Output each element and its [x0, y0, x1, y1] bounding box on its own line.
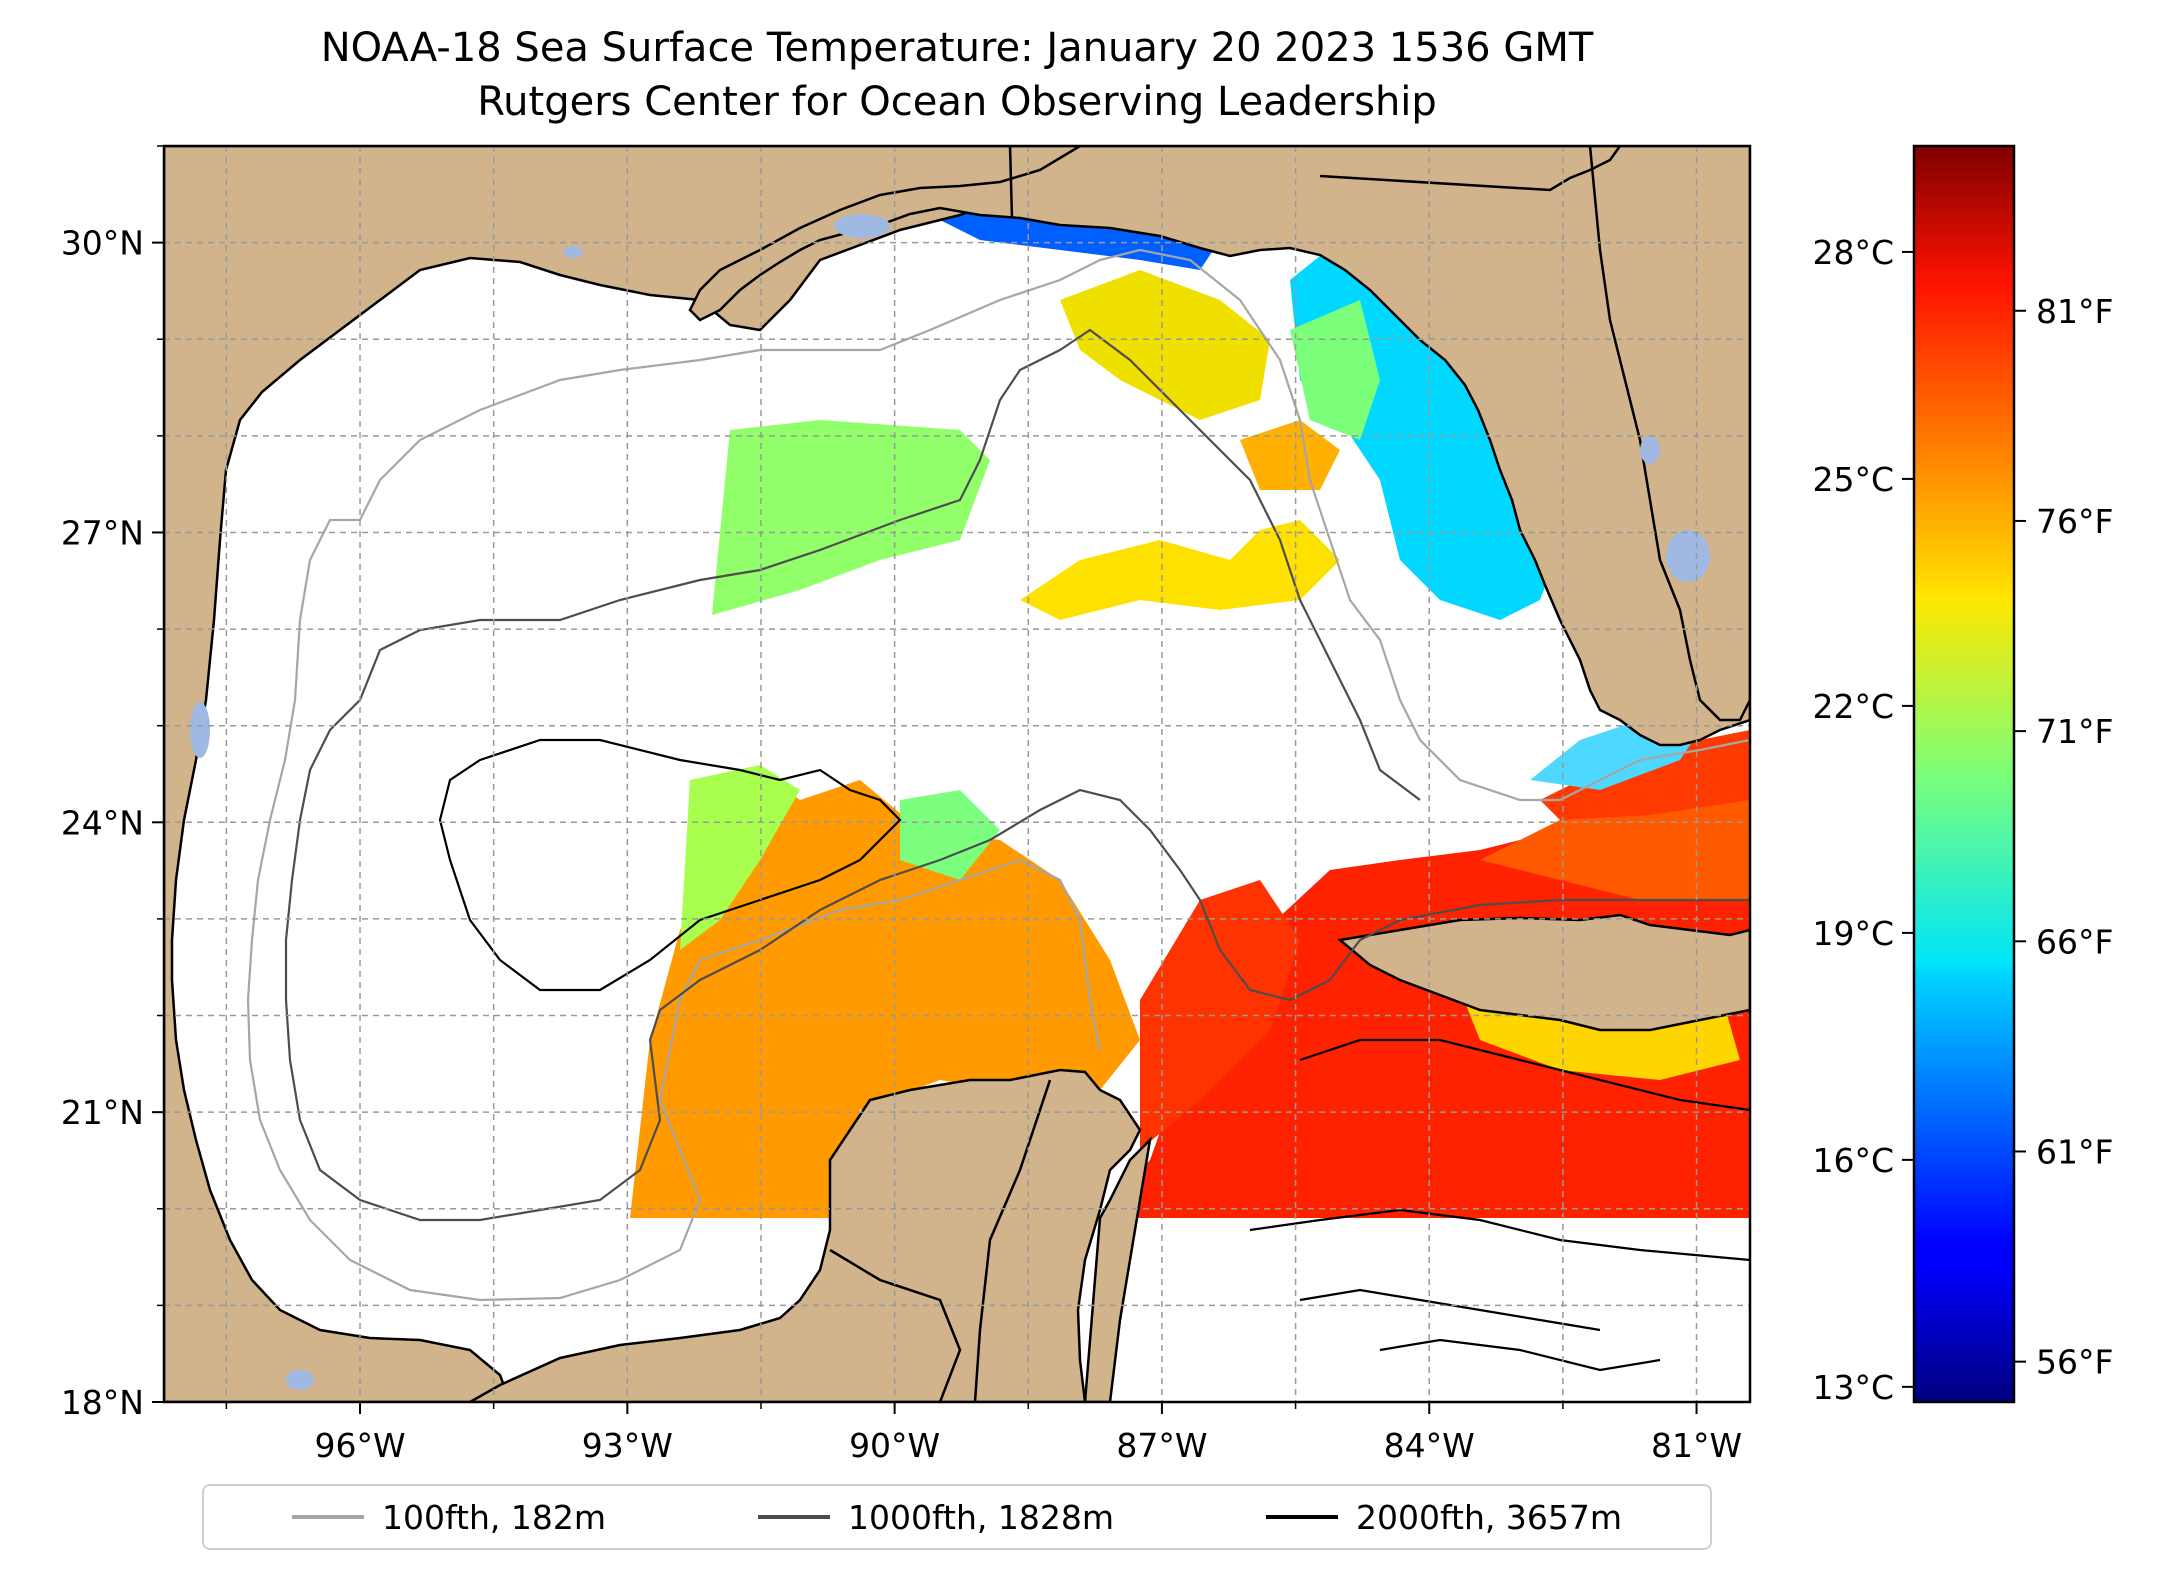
- lat-tick-label: 27°N: [61, 513, 144, 552]
- sst-patch-ne-orange: [1240, 420, 1340, 490]
- fahrenheit-tick-label: 71°F: [2036, 712, 2113, 751]
- colorbar-fahrenheit-ticks: 56°F 61°F 66°F 71°F 76°F 81°F: [2014, 292, 2113, 1382]
- lake-texas-2: [286, 1370, 314, 1390]
- land-yucatan-east: [1083, 1136, 1152, 1402]
- lon-tick-label: 84°W: [1384, 1426, 1475, 1465]
- fahrenheit-tick-label: 66°F: [2036, 922, 2113, 961]
- sst-patch-straits: [1540, 730, 1750, 820]
- fahrenheit-tick-label: 76°F: [2036, 502, 2113, 541]
- fahrenheit-tick-label: 81°F: [2036, 292, 2113, 331]
- sst-patch-central-green: [900, 790, 1000, 880]
- bathymetry-legend: 100fth, 182m 1000fth, 1828m 2000fth, 365…: [202, 1484, 1712, 1550]
- boundary-lines: [829, 146, 1622, 1402]
- legend-swatch-2000fth: [1265, 1515, 1338, 1519]
- sst-patch-bigbend-green: [1290, 300, 1380, 440]
- latitude-axis: 18°N 21°N 24°N 27°N 30°N: [61, 145, 164, 1422]
- sst-patch-ne-yellow: [1060, 270, 1270, 420]
- sst-patch-campeche-orange: [630, 770, 1140, 1218]
- contour-1000fth: [284, 328, 1750, 1222]
- map-subtitle: Rutgers Center for Ocean Observing Leade…: [477, 79, 1437, 125]
- gridlines: [164, 146, 1750, 1402]
- colorbar: 13°C 16°C 19°C 22°C 25°C 28°C 56°F 61°F 66°F 71°…: [1812, 144, 2113, 1407]
- colorbar-gradient: [1912, 144, 2016, 1404]
- contour-2000fth: [438, 738, 1750, 1372]
- border-mexico-guatemala: [829, 1248, 962, 1402]
- lat-tick-label: 30°N: [61, 224, 144, 263]
- map-area: [164, 146, 1750, 1402]
- legend-item-1000fth: 1000fth, 1828m: [758, 1498, 1114, 1537]
- lake-pontchartrain: [834, 214, 890, 238]
- celsius-tick-label: 22°C: [1812, 687, 1894, 726]
- colorbar-celsius-ticks: 13°C 16°C 19°C 22°C 25°C 28°C: [1812, 233, 1914, 1407]
- lon-tick-label: 81°W: [1651, 1426, 1742, 1465]
- lon-tick-label: 87°W: [1116, 1426, 1207, 1465]
- celsius-tick-label: 19°C: [1812, 914, 1894, 953]
- legend-label-2000fth: 2000fth, 3657m: [1355, 1497, 1622, 1537]
- border-al-fl: [1319, 146, 1622, 192]
- fahrenheit-tick-label: 56°F: [2036, 1343, 2113, 1382]
- contour-100fth: [246, 248, 1750, 1302]
- lon-tick-label: 90°W: [849, 1426, 940, 1465]
- map-title: NOAA-18 Sea Surface Temperature: January…: [320, 25, 1594, 71]
- lake-mexico-1: [190, 702, 210, 758]
- legend-item-2000fth: 2000fth, 3657m: [1265, 1497, 1622, 1537]
- fahrenheit-tick-label: 61°F: [2036, 1132, 2113, 1171]
- land-florida-peninsula: [1588, 146, 1750, 722]
- longitude-axis: 96°W 93°W 90°W 87°W 84°W 81°W: [225, 1402, 1742, 1465]
- border-yucatan: [973, 1079, 1052, 1402]
- lake-florida-1: [1640, 436, 1660, 464]
- legend-label-100fth: 100fth, 182m: [382, 1497, 606, 1537]
- sst-patch-north-green: [712, 420, 990, 615]
- legend-item-100fth: 100fth, 182m: [292, 1498, 606, 1537]
- lake-texas-1: [563, 246, 583, 258]
- legend-swatch-100fth: [292, 1515, 364, 1519]
- lon-tick-label: 96°W: [314, 1426, 405, 1465]
- lat-tick-label: 24°N: [61, 803, 144, 842]
- legend-swatch-1000fth: [758, 1515, 830, 1519]
- map-frame: [162, 144, 1752, 1404]
- sst-patch-panhandle-blue: [940, 205, 1220, 270]
- land-mexico-south: [467, 1068, 1142, 1402]
- celsius-tick-label: 28°C: [1812, 233, 1894, 272]
- border-ms-al: [1008, 146, 1014, 219]
- celsius-tick-label: 25°C: [1812, 460, 1894, 499]
- sst-patch-campeche-green: [680, 765, 800, 950]
- legend-label-1000fth: 1000fth, 1828m: [848, 1497, 1114, 1537]
- lat-tick-label: 21°N: [61, 1093, 144, 1132]
- celsius-tick-label: 16°C: [1812, 1141, 1894, 1180]
- lon-tick-label: 93°W: [582, 1426, 673, 1465]
- celsius-tick-label: 13°C: [1812, 1368, 1894, 1407]
- lake-okeechobee: [1666, 530, 1710, 582]
- land-layer: [164, 146, 1750, 1402]
- lat-tick-label: 18°N: [61, 1383, 144, 1422]
- lakes-layer: [190, 214, 1710, 1390]
- sst-patch-north-yellow: [1020, 520, 1340, 620]
- land-florida: [688, 146, 1750, 747]
